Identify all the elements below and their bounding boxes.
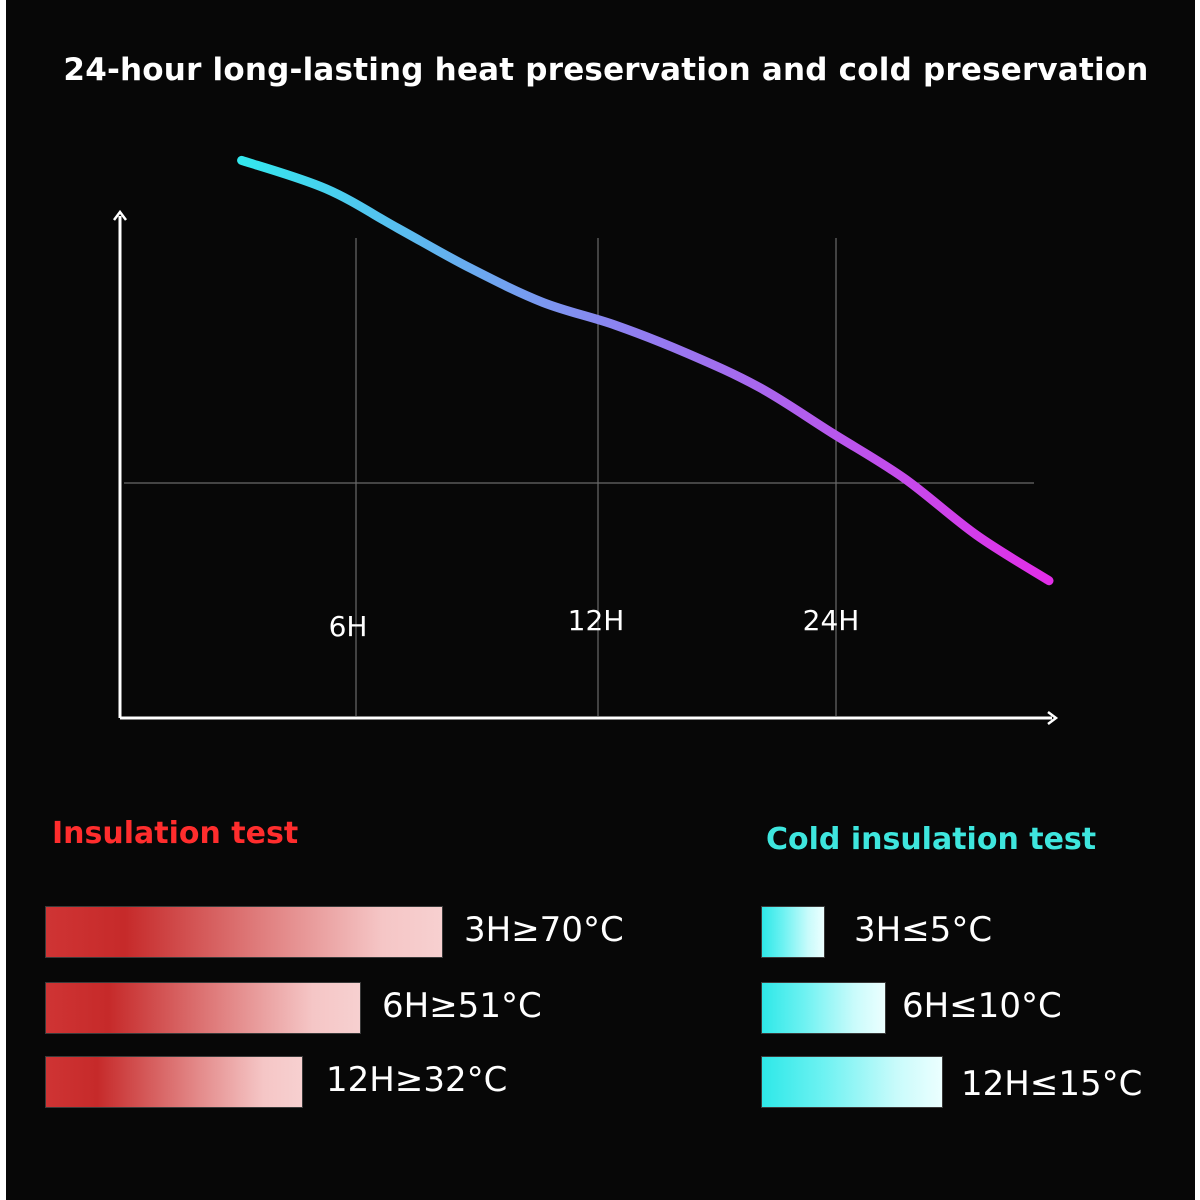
insulation-row-12h: 12H≥32°C — [6, 1056, 646, 1108]
chart-title: 24-hour long-lasting heat preservation a… — [63, 52, 1149, 88]
insulation-label: 3H≥70°C — [464, 910, 624, 950]
insulation-row-6h: 6H≥51°C — [6, 982, 646, 1034]
insulation-bar — [45, 982, 361, 1034]
insulation-bar — [45, 906, 443, 958]
chart-area: 6H 12H 24H — [113, 155, 1059, 725]
cold-bar — [761, 906, 825, 958]
x-axis-arrow — [1047, 711, 1059, 725]
cold-label: 3H≤5°C — [854, 910, 993, 950]
axes — [113, 209, 1059, 725]
x-tick-label-24h: 24H — [803, 604, 860, 637]
insulation-label: 12H≥32°C — [326, 1060, 508, 1100]
x-tick-labels: 6H 12H 24H — [329, 604, 860, 643]
cold-row-12h: 12H≤15°C — [6, 1056, 1195, 1108]
insulation-row-3h: 3H≥70°C — [6, 906, 646, 958]
insulation-bar — [45, 1056, 303, 1108]
cold-insulation-test-title: Cold insulation test — [766, 822, 1097, 857]
infographic-canvas: 24-hour long-lasting heat preservation a… — [6, 0, 1195, 1200]
temperature-curve — [237, 155, 1054, 586]
insulation-label: 6H≥51°C — [382, 986, 542, 1026]
cold-bar — [761, 1056, 943, 1108]
cold-label: 6H≤10°C — [902, 986, 1062, 1026]
cold-row-6h: 6H≤10°C — [6, 982, 1195, 1034]
cold-bar — [761, 982, 886, 1034]
cold-label: 12H≤15°C — [961, 1064, 1143, 1104]
cold-row-3h: 3H≤5°C — [6, 906, 1195, 958]
y-axis-arrow — [113, 209, 127, 221]
x-tick-label-12h: 12H — [568, 604, 625, 637]
x-tick-label-6h: 6H — [329, 610, 368, 643]
insulation-test-title: Insulation test — [52, 816, 299, 851]
